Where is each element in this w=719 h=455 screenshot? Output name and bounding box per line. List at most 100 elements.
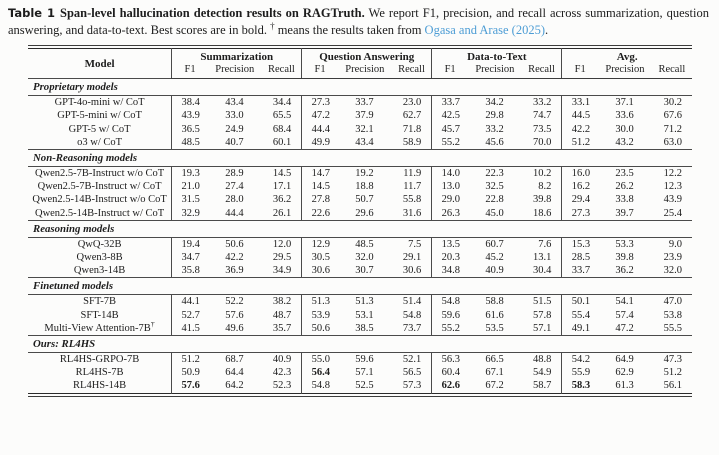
table-row: o3 w/ CoT 48.5 40.7 60.1 49.9 43.4 58.9 55.2 45.… (28, 135, 692, 150)
metric-value-cell: 60.1 (272, 136, 292, 148)
metric-value-cell: 12.0 (272, 238, 292, 250)
metric-value-cell: 63.0 (663, 136, 682, 148)
metric-value-cell: 7.5 (408, 238, 422, 250)
metric-header: Recall (391, 64, 432, 80)
table-body: Proprietary models GPT-4o-mini w/ CoT 38.4… (28, 78, 692, 394)
metric-value-cell: 70.0 (532, 136, 552, 148)
metric-header: F1 (561, 64, 599, 80)
metric-value-cell: 28.9 (225, 167, 244, 179)
section-row: Non-Reasoning models (28, 148, 692, 167)
metric-value-cell: 29.4 (561, 193, 599, 207)
metric-value-cell: 29.1 (402, 251, 422, 263)
metric-value-cell: 50.6 (301, 321, 338, 336)
table-row: GPT-4o-mini w/ CoT 38.4 43.4 34.4 27.3 33.7 23… (28, 95, 692, 110)
metric-value-cell: 54.9 (532, 367, 552, 379)
metric-header: Recall (521, 64, 562, 80)
metric-value-cell: 27.3 (301, 95, 338, 110)
metric-value-cell: 49.9 (301, 135, 338, 150)
metric-value-cell: 34.8 (431, 264, 469, 278)
metric-value-cell: 58.9 (402, 136, 422, 148)
metric-value-cell: 47.0 (663, 296, 682, 308)
section-row: Reasoning models (28, 219, 692, 238)
citation-link[interactable]: Ogasa and Arase (2025) (424, 23, 545, 38)
table-row: SFT-14B 52.7 57.6 48.7 53.9 53.1 54.8 59.6 61.6 5… (28, 308, 692, 322)
metric-value-cell: 18.6 (532, 207, 552, 219)
model-name-cell: GPT-5-mini w/ CoT (57, 110, 142, 122)
metric-value-cell: 35.8 (171, 264, 208, 278)
section-row: Finetuned models (28, 277, 692, 296)
metric-value-cell: 22.8 (485, 194, 504, 206)
metric-value-cell: 33.8 (615, 194, 634, 206)
model-name-cell: RL4HS-GRPO-7B (59, 354, 140, 365)
metric-value-cell: 43.9 (171, 109, 208, 123)
metric-value-cell: 43.9 (663, 194, 682, 206)
table-number-label: Table 1 (8, 6, 55, 20)
metric-value-cell: 36.5 (171, 122, 208, 136)
metric-value-cell: 36.2 (615, 265, 634, 277)
metric-value-cell: 34.7 (171, 250, 208, 265)
metric-value-cell: 61.3 (615, 380, 634, 392)
table-row: RL4HS-14B 57.6 64.2 52.3 54.8 52.5 57.3 62.6 67.… (28, 379, 692, 394)
metric-value-cell: 11.7 (403, 181, 422, 193)
metric-value-cell: 9.0 (668, 238, 682, 250)
metric-value-cell: 53.1 (355, 309, 374, 321)
metric-value-cell: 48.5 (171, 135, 208, 150)
metric-value-cell: 47.3 (663, 354, 682, 365)
dagger-icon: † (150, 321, 155, 329)
metric-value-cell: 65.5 (272, 110, 292, 122)
model-name-cell: Qwen2.5-7B-Instruct w/o CoT (34, 167, 165, 179)
metric-value-cell: 49.1 (561, 321, 599, 336)
metric-value-cell: 35.7 (272, 322, 292, 334)
section-label: Ours: RL4HS (28, 335, 692, 353)
metric-value-cell: 19.3 (171, 166, 208, 181)
metric-value-cell: 31.6 (402, 207, 422, 219)
metric-value-cell: 45.7 (431, 122, 469, 136)
metric-value-cell: 14.5 (272, 167, 292, 179)
metric-value-cell: 56.5 (402, 367, 422, 379)
metric-value-cell: 50.9 (171, 366, 208, 380)
table-frame: Model Summarization Question Answering Data… (28, 44, 692, 398)
metric-value-cell: 32.1 (355, 123, 374, 135)
section-row: Proprietary models (28, 78, 692, 97)
metric-value-cell: 23.5 (615, 167, 634, 179)
metric-header: Recall (261, 64, 302, 80)
metric-value-cell: 44.5 (561, 109, 599, 123)
table-row: Qwen2.5-14B-Instruct w/ CoT 32.9 44.4 26.1 2… (28, 206, 692, 221)
metric-value-cell: 57.6 (171, 379, 208, 394)
metric-value-cell: 52.5 (355, 380, 374, 392)
metric-value-cell: 45.0 (485, 207, 504, 219)
metric-value-cell: 33.2 (485, 123, 504, 135)
table-row: Qwen2.5-7B-Instruct w/o CoT 19.3 28.9 14.5 1… (28, 166, 692, 181)
model-name-cell: QwQ-32B (77, 238, 122, 250)
metric-value-cell: 52.7 (171, 308, 208, 322)
metric-value-cell: 44.4 (225, 207, 244, 219)
metric-value-cell: 64.2 (225, 380, 244, 392)
table-header: Model Summarization Question Answering Data… (28, 48, 692, 80)
metric-value-cell: 74.7 (532, 110, 552, 122)
metric-value-cell: 14.7 (301, 166, 338, 181)
model-name-cell: Qwen2.5-14B-Instruct w/ CoT (34, 207, 165, 219)
metric-value-cell: 53.8 (663, 309, 682, 321)
metric-value-cell: 51.2 (663, 367, 682, 379)
metric-value-cell: 25.4 (663, 207, 682, 219)
table-row: QwQ-32B 19.4 50.6 12.0 12.9 48.5 7.5 13.5 60.7 7.… (28, 237, 692, 251)
metric-value-cell: 57.4 (615, 309, 634, 321)
metric-value-cell: 20.3 (431, 250, 469, 265)
metric-header: F1 (431, 64, 469, 80)
metric-header: F1 (301, 64, 338, 80)
metric-value-cell: 52.1 (402, 354, 422, 365)
table-row: RL4HS-GRPO-7B 51.2 68.7 40.9 55.0 59.6 52.1 56.… (28, 352, 692, 367)
metric-value-cell: 16.2 (561, 180, 599, 194)
metric-value-cell: 30.2 (663, 97, 682, 109)
metric-value-cell: 37.9 (355, 110, 374, 122)
metric-value-cell: 51.3 (355, 296, 374, 308)
metric-value-cell: 47.2 (301, 109, 338, 123)
column-group-header: Summarization (171, 48, 302, 65)
metric-value-cell: 73.5 (532, 123, 552, 135)
metric-value-cell: 54.8 (301, 379, 338, 394)
model-name-cell: SFT-7B (83, 296, 117, 308)
metric-value-cell: 52.3 (272, 380, 292, 392)
metric-value-cell: 62.9 (615, 367, 634, 379)
metric-value-cell: 53.5 (485, 322, 504, 334)
metric-value-cell: 24.9 (225, 123, 244, 135)
